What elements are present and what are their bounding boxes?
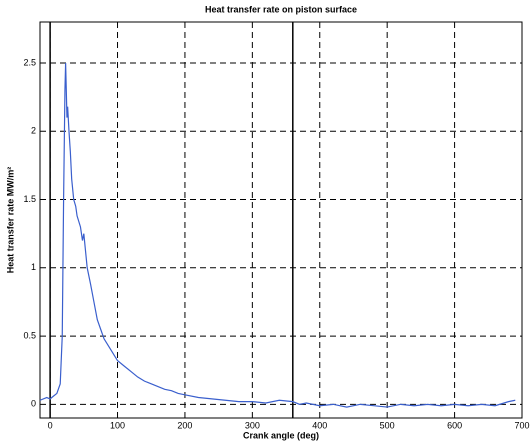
y-tick-label: 0 (31, 399, 36, 409)
y-tick-label: 1 (31, 262, 36, 272)
y-axis-label: Heat transfer rate MW/m² (5, 167, 15, 274)
x-tick-label: 400 (312, 420, 327, 430)
plot-frame (39, 21, 523, 419)
y-tick-label: 2.5 (23, 57, 36, 67)
x-tick-label: 100 (110, 420, 125, 430)
y-tick-label: 2 (31, 126, 36, 136)
x-tick-label: 0 (48, 420, 53, 430)
x-axis-label: Crank angle (deg) (243, 430, 319, 440)
x-tick-label: 500 (380, 420, 395, 430)
y-tick-label: 1.5 (23, 194, 36, 204)
chart-title: Heat transfer rate on piston surface (205, 4, 357, 14)
data-line (39, 62, 516, 408)
y-tick-label: 0.5 (23, 330, 36, 340)
x-tick-label: 300 (245, 420, 260, 430)
x-tick-label: 200 (177, 420, 192, 430)
x-tick-label: 600 (447, 420, 462, 430)
x-tick-label: 700 (514, 420, 529, 430)
